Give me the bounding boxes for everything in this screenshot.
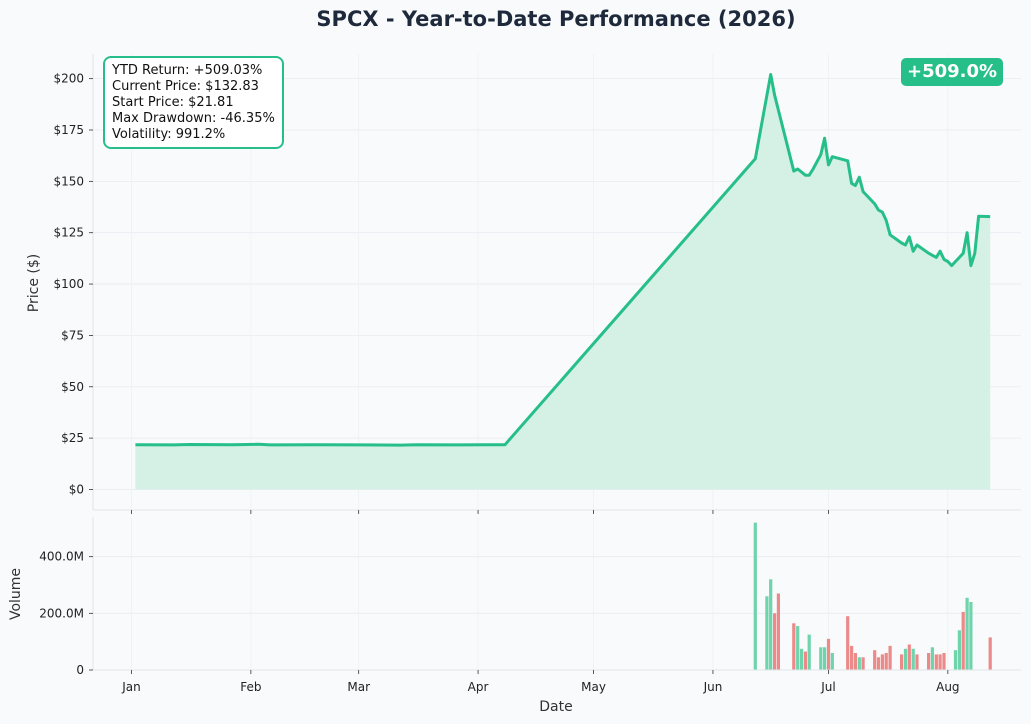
x-tick-label: Jul [820, 680, 835, 694]
price-y-tick-label: $200 [53, 72, 84, 86]
x-tick-label: May [581, 680, 606, 694]
price-y-ticks: $0 $25 $50 $75 $100 $125 $150 $175 $200 [53, 72, 93, 496]
x-axis-label: Date [539, 699, 572, 715]
volume-bar [796, 626, 800, 670]
price-area-fill [135, 74, 991, 490]
volume-bar [769, 579, 773, 670]
volume-axis-label: Volume [8, 568, 24, 620]
price-y-tick-label: $50 [61, 380, 84, 394]
volume-grid [93, 517, 1021, 671]
x-tick-label: Feb [240, 680, 261, 694]
volume-bar [888, 645, 892, 670]
price-axis-label: Price ($) [26, 254, 42, 312]
x-tick-label: Mar [347, 680, 370, 694]
volume-y-tick-label: 200.0M [39, 606, 84, 620]
x-tick-label: Apr [468, 680, 489, 694]
price-area [135, 73, 991, 490]
volume-bar [861, 657, 865, 671]
volume-bar [938, 654, 942, 670]
volume-axes [92, 517, 1021, 671]
start-price-text: Start Price: $21.81 [112, 95, 234, 110]
x-tick-label: Aug [936, 680, 959, 694]
volume-bar [799, 648, 804, 671]
chart-title: SPCX - Year-to-Date Performance (2026) [316, 7, 795, 31]
volume-y-ticks: 0 200.0M 400.0M [39, 550, 93, 677]
max-drawdown-text: Max Drawdown: -46.35% [112, 111, 275, 126]
volume-y-tick-label: 400.0M [39, 550, 84, 564]
stats-box: YTD Return: +509.03% Current Price: $132… [103, 56, 284, 149]
volume-bar [957, 630, 961, 670]
x-ticks: Jan Feb Mar Apr May Jun Jul Aug [121, 670, 960, 694]
volume-bar [857, 657, 861, 671]
volume-bars [753, 522, 992, 671]
volume-bar [942, 653, 946, 670]
price-y-tick-label: $100 [53, 277, 84, 291]
volume-bar [988, 637, 992, 670]
volume-bar [773, 613, 777, 670]
price-y-tick-label: $75 [61, 328, 84, 342]
volume-bar [930, 647, 934, 670]
volume-bar [969, 602, 973, 670]
volume-bar [965, 597, 969, 671]
ytd-return-text: YTD Return: +509.03% [112, 63, 263, 78]
volatility-text: Volatility: 991.2% [112, 127, 226, 142]
volume-bar [765, 596, 769, 670]
volume-bar [846, 616, 850, 670]
volume-bar [900, 654, 904, 670]
volume-bar [953, 650, 958, 670]
volume-bar [826, 638, 831, 670]
volume-bar [776, 593, 780, 670]
volume-bar [830, 653, 834, 670]
volume-bar [823, 647, 827, 670]
volume-bar [807, 634, 811, 670]
volume-bar [961, 611, 965, 670]
volume-bar [927, 653, 931, 670]
current-price-text: Current Price: $132.83 [112, 79, 259, 94]
price-y-tick-label: $25 [61, 431, 84, 445]
volume-bar [819, 647, 823, 670]
price-y-tick-label: $175 [53, 123, 84, 137]
volume-bar [934, 654, 938, 670]
volume-bar [876, 657, 881, 671]
volume-bar [803, 651, 807, 670]
price-line [135, 73, 991, 447]
volume-bar [753, 522, 757, 670]
volume-bar [915, 654, 919, 670]
return-badge: +509.0% [901, 58, 1004, 86]
price-y-tick-label: $150 [53, 174, 84, 188]
x-tick-label: Jan [121, 680, 141, 694]
volume-bar [907, 644, 911, 670]
volume-bar [873, 650, 877, 670]
volume-bar [853, 653, 857, 670]
volume-bar [911, 648, 915, 671]
x-tick-label: Jun [703, 680, 723, 694]
price-y-tick-label: $0 [69, 482, 84, 496]
volume-bar [850, 645, 854, 670]
volume-bar [880, 654, 884, 670]
volume-y-tick-label: 0 [76, 663, 84, 677]
volume-bar [884, 653, 888, 670]
volume-bar [792, 623, 796, 671]
price-y-tick-label: $125 [53, 226, 84, 240]
volume-bar [903, 648, 908, 671]
